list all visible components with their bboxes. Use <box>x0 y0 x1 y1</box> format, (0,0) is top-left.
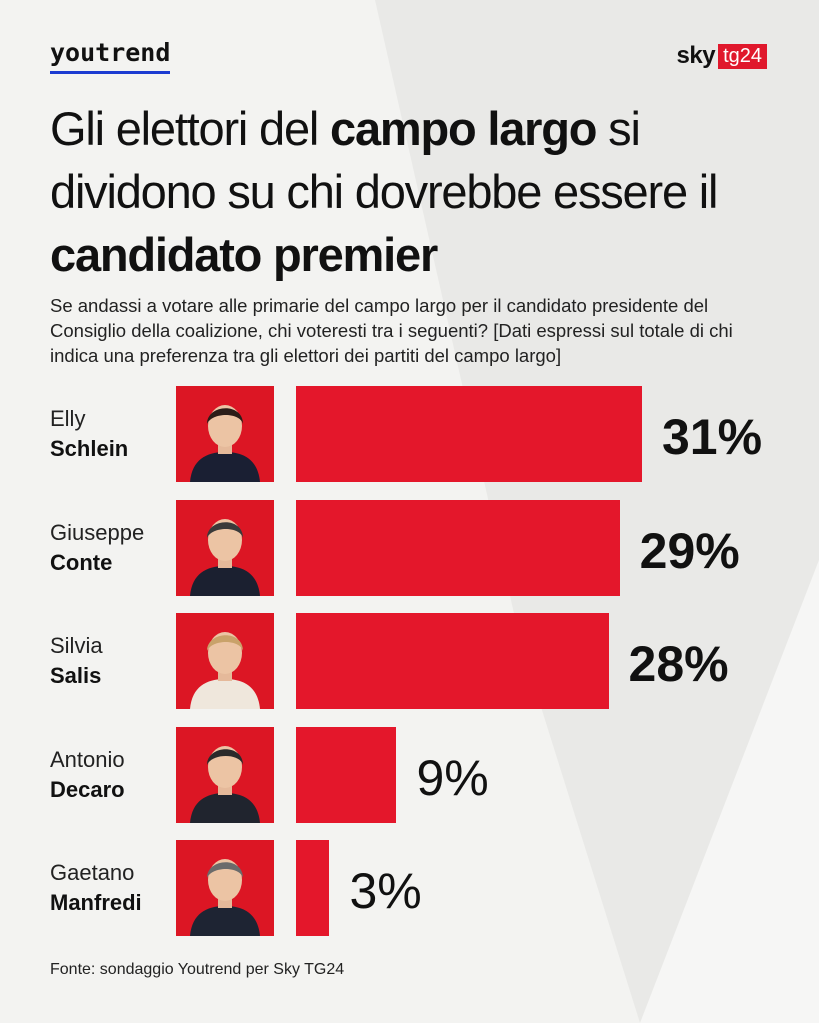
candidate-first-name: Silvia <box>50 633 103 658</box>
bar <box>296 613 609 709</box>
candidate-last-name: Conte <box>50 549 113 575</box>
candidate-photo <box>176 499 274 596</box>
sky-tg24-logo: sky tg24 <box>677 42 767 70</box>
title-part2-bold: candidato premier <box>50 228 438 281</box>
candidate-first-name: Antonio <box>50 746 125 772</box>
source-note: Fonte: sondaggio Youtrend per Sky TG24 <box>50 961 345 978</box>
candidate-photo <box>176 386 274 482</box>
candidate-last-name: Decaro <box>50 776 125 802</box>
title-part1-bold: campo largo <box>330 102 597 155</box>
candidate-photo <box>176 840 274 936</box>
page-title: Gli elettori del campo largo si dividono… <box>50 97 770 286</box>
candidate-last-name: Schlein <box>50 436 129 461</box>
candidate-first-name: Gaetano <box>50 860 135 885</box>
sky-logo-word: sky <box>676 42 716 69</box>
bar <box>296 726 397 823</box>
candidate-photo <box>176 613 274 709</box>
value-label: 28% <box>628 636 729 692</box>
tg24-badge: tg24 <box>718 43 767 69</box>
candidate-last-name: Salis <box>50 663 102 688</box>
candidate-first-name: Giuseppe <box>50 519 145 545</box>
value-label: 29% <box>639 522 740 579</box>
value-label: 31% <box>662 409 763 465</box>
subtitle: Se andassi a votare alle primarie del ca… <box>50 295 733 366</box>
value-label: 3% <box>349 863 422 919</box>
header: youtrend sky tg24 <box>50 38 767 78</box>
bar <box>296 840 330 936</box>
candidate-last-name: Manfredi <box>50 890 142 915</box>
title-part2: si dividono su chi dovrebbe essere il <box>50 102 718 218</box>
bar <box>296 499 620 596</box>
title-part1: Gli elettori del <box>50 102 331 155</box>
bar <box>296 386 642 482</box>
youtrend-logo-underline <box>50 71 171 74</box>
candidate-photo <box>176 726 274 823</box>
candidate-first-name: Elly <box>50 406 86 431</box>
value-label: 9% <box>416 749 489 806</box>
youtrend-logo: youtrend <box>50 38 171 74</box>
